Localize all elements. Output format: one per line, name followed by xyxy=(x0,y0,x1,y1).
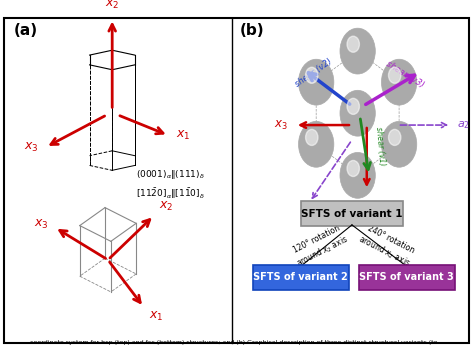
Circle shape xyxy=(299,59,334,105)
Circle shape xyxy=(389,130,401,145)
FancyBboxPatch shape xyxy=(359,265,455,290)
Circle shape xyxy=(306,130,318,145)
Text: $x_1$: $x_1$ xyxy=(360,201,374,214)
Text: $a_1$: $a_1$ xyxy=(299,213,312,224)
Text: SFTS of variant 1: SFTS of variant 1 xyxy=(301,209,403,219)
Text: $(0001)_{\alpha} \| (111)_{\delta}$
$[11\bar{2}0]_{\alpha} \| [1\bar{1}0]_{\delt: $(0001)_{\alpha} \| (111)_{\delta}$ $[11… xyxy=(136,168,205,201)
Circle shape xyxy=(340,90,375,136)
Text: shear (v1): shear (v1) xyxy=(374,126,387,166)
Text: $x_1$: $x_1$ xyxy=(176,129,190,142)
Text: (a): (a) xyxy=(14,23,38,38)
Text: shear (v3): shear (v3) xyxy=(385,59,426,89)
Circle shape xyxy=(347,98,359,114)
Circle shape xyxy=(340,28,375,74)
Text: $x_2$: $x_2$ xyxy=(105,0,119,11)
Circle shape xyxy=(347,36,359,52)
Text: (b): (b) xyxy=(240,23,264,38)
Text: 240° rotation
around $x_2$ axis: 240° rotation around $x_2$ axis xyxy=(356,223,418,270)
Text: coordinate system for hcp (top) and fcc (bottom) structures; and (b) Graphical d: coordinate system for hcp (top) and fcc … xyxy=(30,340,444,345)
Circle shape xyxy=(340,152,375,198)
Circle shape xyxy=(389,67,401,83)
Text: SFTS of variant 2: SFTS of variant 2 xyxy=(253,273,348,282)
Text: $a_2$: $a_2$ xyxy=(457,119,470,131)
Circle shape xyxy=(299,121,334,167)
Text: shear (v2): shear (v2) xyxy=(293,56,334,89)
Circle shape xyxy=(347,161,359,176)
Text: $x_3$: $x_3$ xyxy=(274,119,288,132)
Circle shape xyxy=(382,59,417,105)
Circle shape xyxy=(306,67,318,83)
FancyBboxPatch shape xyxy=(253,265,348,290)
Text: 120° rotation
around $x_2$ axis: 120° rotation around $x_2$ axis xyxy=(289,223,351,270)
Text: $x_1$: $x_1$ xyxy=(149,310,164,323)
FancyBboxPatch shape xyxy=(301,201,403,226)
Text: $x_3$: $x_3$ xyxy=(34,218,49,231)
Text: $x_3$: $x_3$ xyxy=(24,141,38,154)
Text: SFTS of variant 3: SFTS of variant 3 xyxy=(359,273,454,282)
Circle shape xyxy=(382,121,417,167)
Text: $x_2$: $x_2$ xyxy=(159,199,173,213)
